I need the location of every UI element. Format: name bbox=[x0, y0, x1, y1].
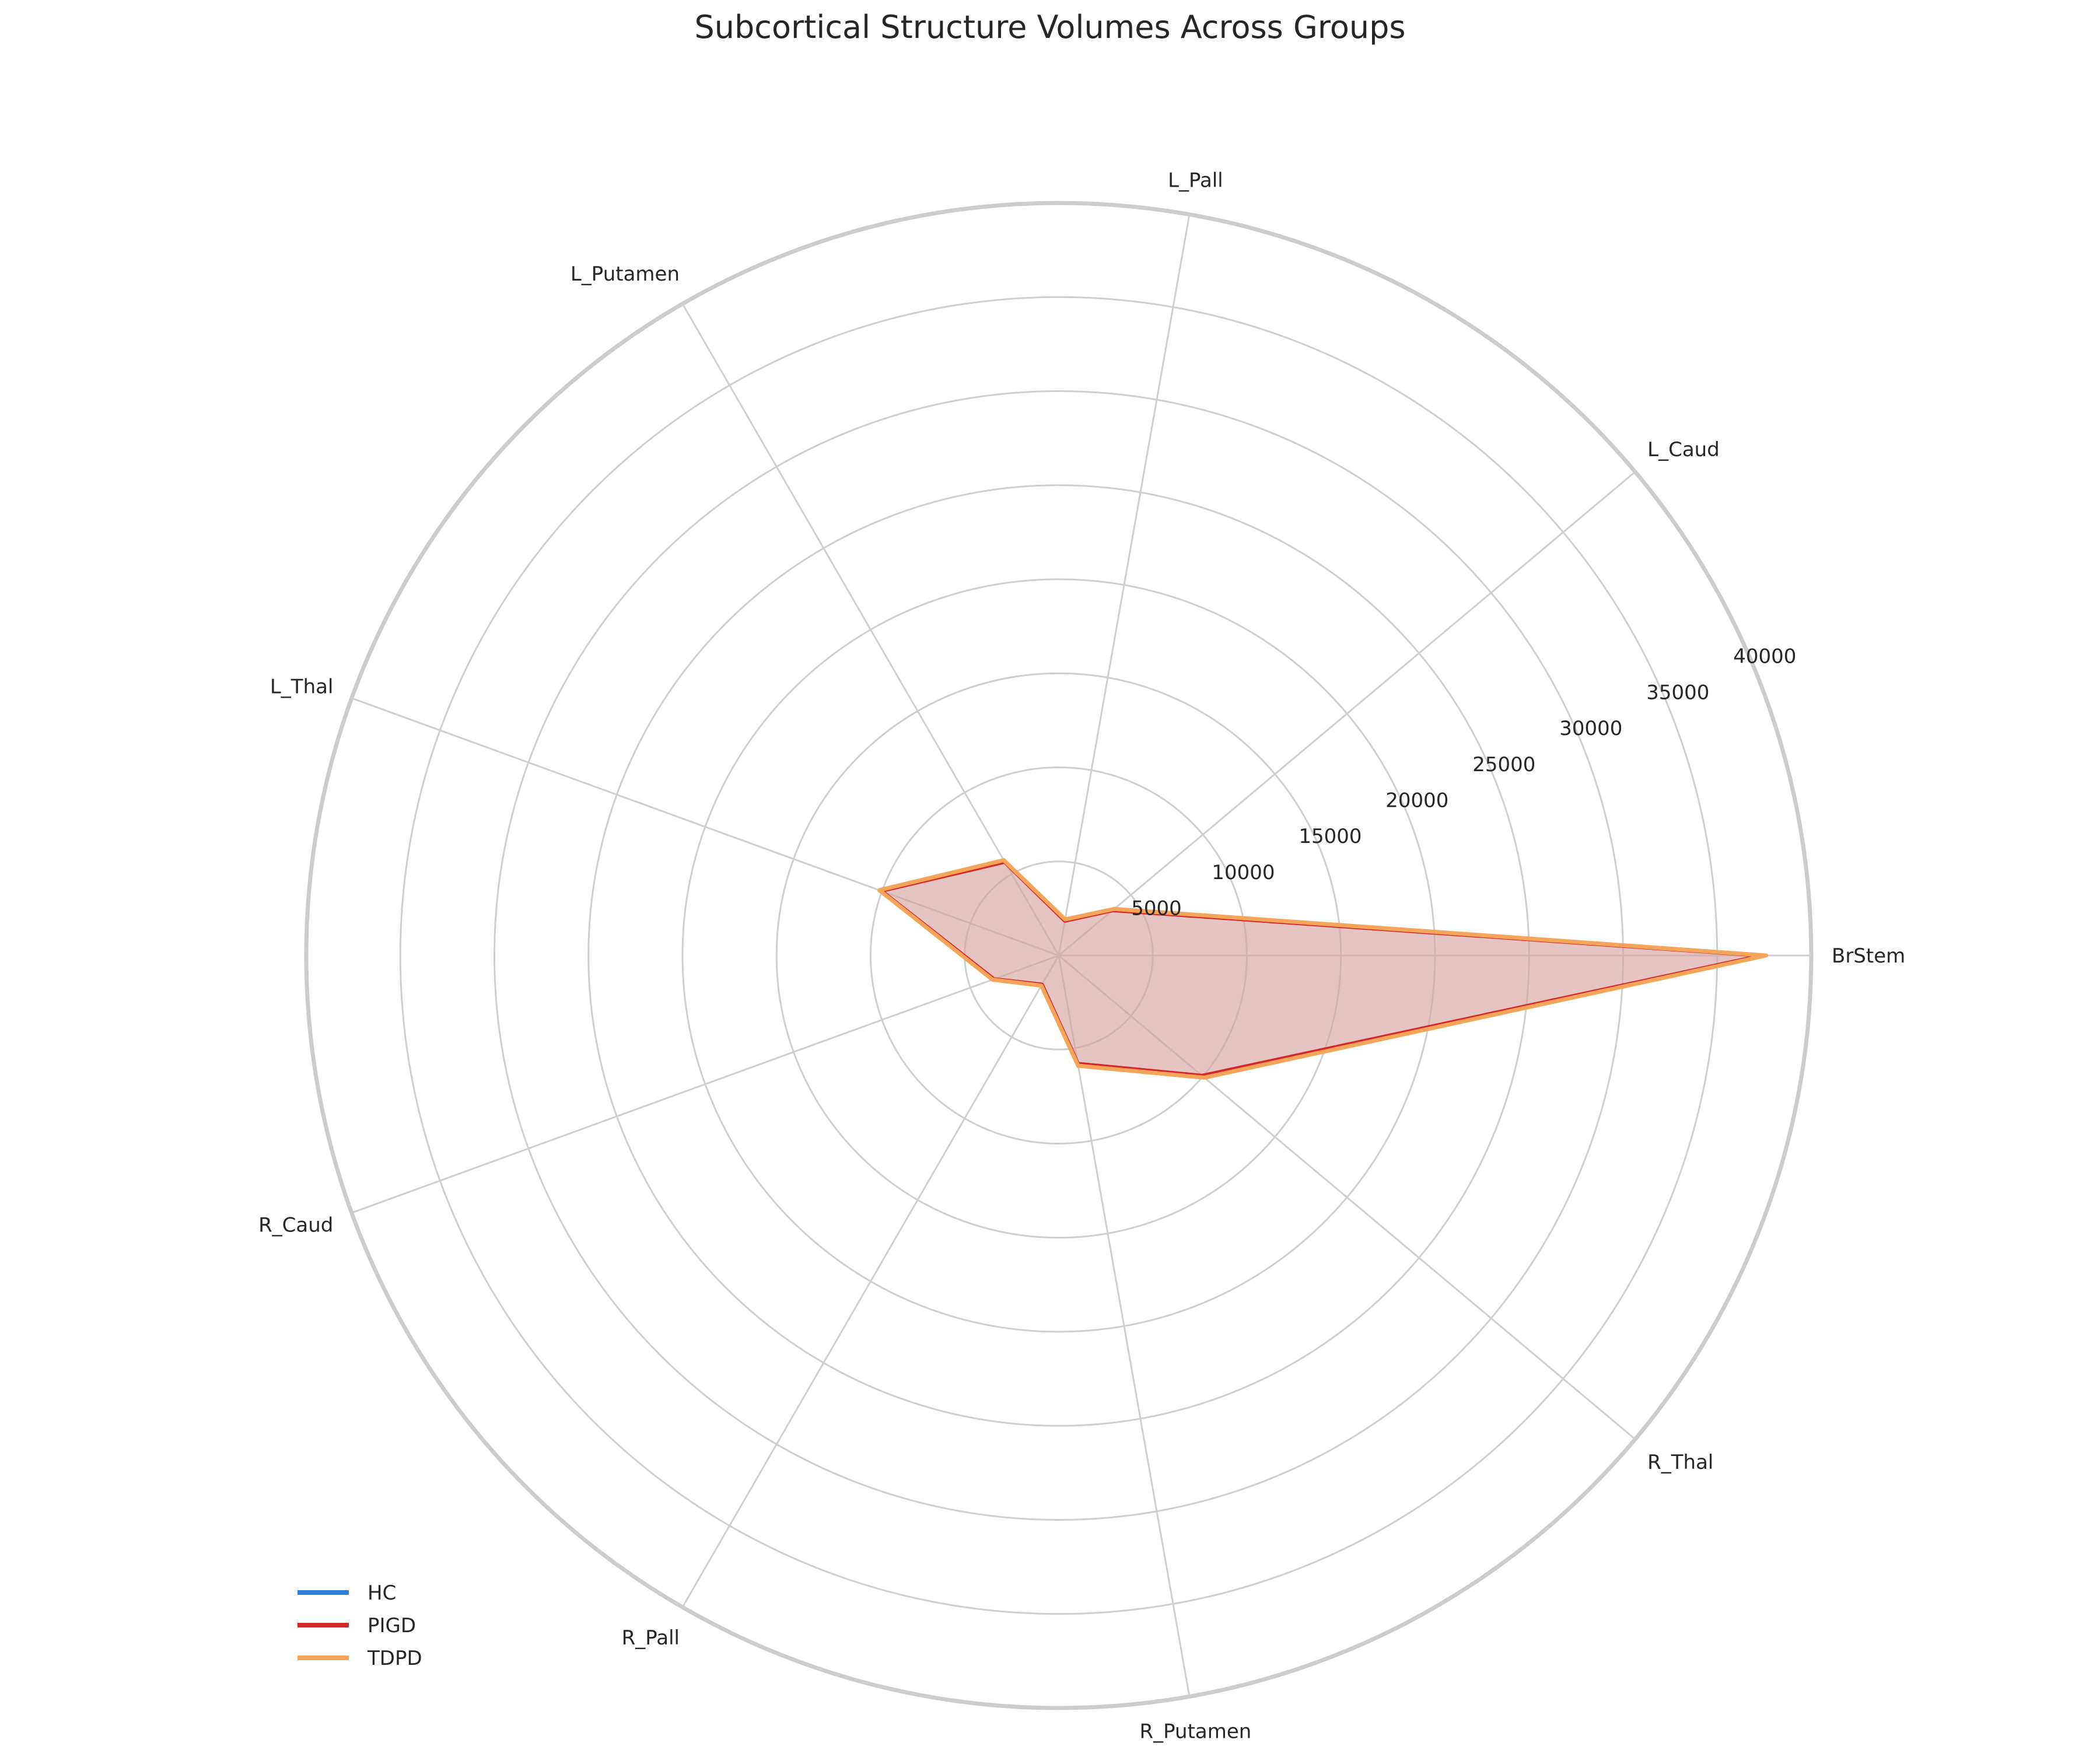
series-fill-PIGD bbox=[881, 862, 1763, 1076]
spoke-L_Caud bbox=[1058, 471, 1636, 957]
axis-label-BrStem: BrStem bbox=[1832, 944, 1905, 968]
spoke-R_Pall bbox=[681, 955, 1060, 1608]
series-fill-HC bbox=[880, 861, 1765, 1077]
tick-label-25000: 25000 bbox=[1472, 753, 1535, 776]
axis-label-L_Pall: L_Pall bbox=[1168, 169, 1223, 192]
spoke-L_Thal bbox=[351, 697, 1059, 957]
tick-label-10000: 10000 bbox=[1212, 861, 1275, 884]
spoke-R_Putamen bbox=[1058, 955, 1191, 1697]
axis-label-R_Putamen: R_Putamen bbox=[1140, 1720, 1252, 1743]
tick-label-5000: 5000 bbox=[1131, 897, 1182, 921]
axis-label-L_Thal: L_Thal bbox=[270, 675, 334, 698]
series-lines bbox=[877, 858, 1769, 1080]
axis-label-L_Putamen: L_Putamen bbox=[570, 262, 680, 286]
series-line-TDPD bbox=[877, 858, 1769, 1080]
axis-label-R_Caud: R_Caud bbox=[258, 1214, 333, 1237]
axis-labels: BrStem L_Caud L_Pall L_Putamen L_Thal R_Caud R… bbox=[258, 169, 1905, 1744]
axis-label-L_Caud: L_Caud bbox=[1647, 438, 1720, 461]
chart-title: Subcortical Structure Volumes Across Gro… bbox=[694, 9, 1405, 46]
spoke-R_Caud bbox=[351, 954, 1059, 1214]
tick-label-35000: 35000 bbox=[1646, 681, 1709, 704]
series-fills bbox=[879, 860, 1766, 1078]
tick-label-20000: 20000 bbox=[1385, 789, 1448, 813]
legend-label-TDPD: TDPD bbox=[367, 1647, 422, 1670]
legend-label-HC: HC bbox=[368, 1581, 396, 1605]
axis-label-R_Pall: R_Pall bbox=[622, 1626, 680, 1650]
spoke-L_Putamen bbox=[681, 303, 1060, 956]
tick-label-15000: 15000 bbox=[1298, 825, 1362, 848]
legend: HC PIGD TDPD bbox=[298, 1581, 422, 1670]
tick-label-30000: 30000 bbox=[1559, 717, 1622, 740]
spoke-R_Thal bbox=[1058, 954, 1636, 1440]
tick-label-40000: 40000 bbox=[1733, 645, 1796, 668]
axis-label-R_Thal: R_Thal bbox=[1647, 1451, 1713, 1474]
series-fill-TDPD bbox=[879, 860, 1766, 1078]
polar-grid bbox=[304, 201, 1814, 1710]
legend-label-PIGD: PIGD bbox=[368, 1614, 416, 1637]
spoke-L_Pall bbox=[1058, 214, 1191, 956]
radial-tick-labels: 5000 10000 15000 20000 25000 30000 35000 40000 bbox=[1131, 645, 1796, 921]
